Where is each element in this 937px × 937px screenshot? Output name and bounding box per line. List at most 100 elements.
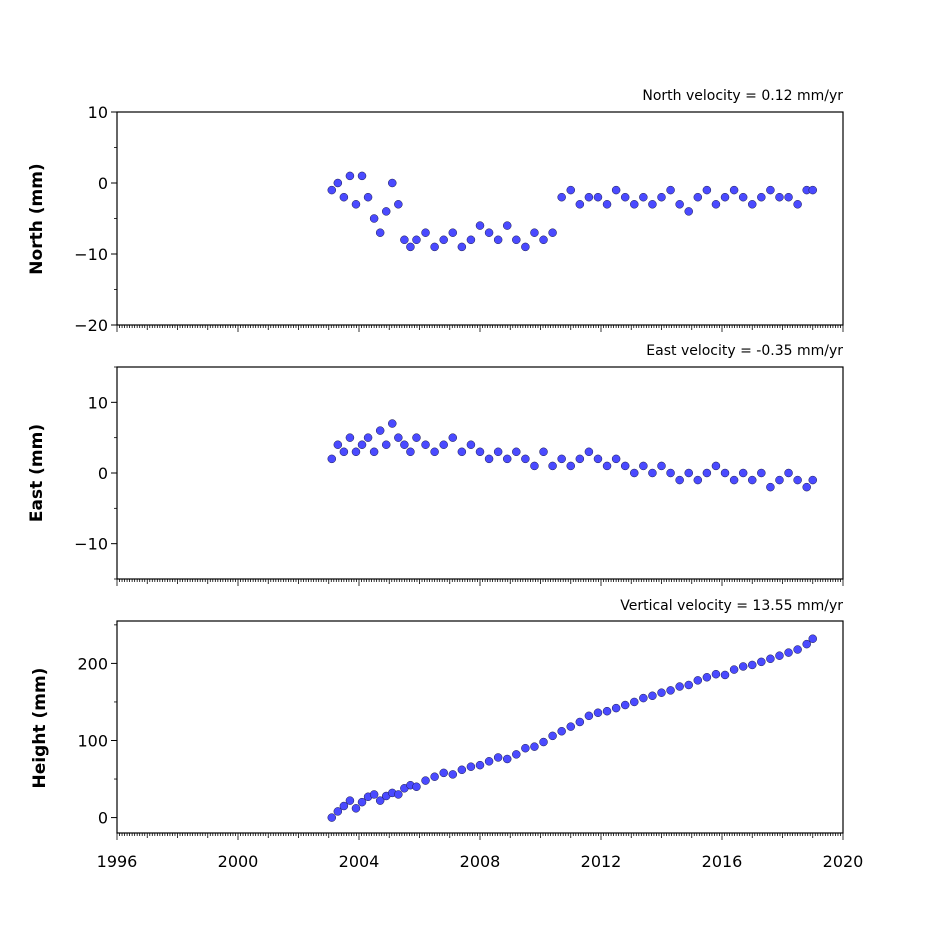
data-point-east xyxy=(521,454,530,464)
y-tick-label-north: 10 xyxy=(88,103,108,122)
data-point-height xyxy=(357,797,367,807)
data-point-height xyxy=(602,706,612,716)
data-point-east xyxy=(548,461,557,471)
x-ticks-north xyxy=(116,325,844,332)
data-point-height xyxy=(369,790,379,799)
data-point-north xyxy=(530,228,539,237)
data-point-height xyxy=(512,750,521,759)
data-point-north xyxy=(648,200,657,209)
y-tick-label-height: 200 xyxy=(77,654,108,673)
data-point-east xyxy=(475,447,485,457)
data-point-east xyxy=(412,433,421,442)
data-point-east xyxy=(648,468,657,478)
data-point-east xyxy=(575,454,585,464)
data-point-north xyxy=(684,207,693,216)
data-point-east xyxy=(720,468,730,478)
data-point-height xyxy=(457,765,467,775)
data-point-north xyxy=(439,235,448,245)
data-point-height xyxy=(333,807,343,816)
data-point-east xyxy=(584,447,594,457)
data-point-north xyxy=(639,192,648,202)
data-point-north xyxy=(406,242,415,252)
data-point-east xyxy=(620,461,630,471)
data-point-east xyxy=(512,447,521,457)
data-point-north xyxy=(808,185,817,195)
data-point-east xyxy=(351,447,361,457)
data-point-north xyxy=(493,235,503,245)
data-point-north xyxy=(738,192,748,202)
data-point-east xyxy=(530,461,539,471)
data-point-height xyxy=(757,657,766,667)
data-point-north xyxy=(345,171,355,181)
data-point-north xyxy=(729,185,739,195)
data-point-height xyxy=(345,796,355,805)
data-point-east xyxy=(630,468,639,478)
y-axis-label-height: Height (mm) xyxy=(30,668,50,789)
data-point-north xyxy=(512,235,521,245)
data-point-height xyxy=(327,813,337,822)
data-point-east xyxy=(327,454,337,464)
y-tick-label-north: −10 xyxy=(74,245,108,264)
data-point-east xyxy=(539,447,548,457)
x-tick-label: 1996 xyxy=(97,852,138,871)
data-point-north xyxy=(412,235,421,245)
data-point-east xyxy=(793,475,802,485)
data-point-east xyxy=(493,447,503,457)
scatter-points-north xyxy=(327,171,817,252)
panel-title-east: East velocity = -0.35 mm/yr xyxy=(646,343,843,359)
data-point-north xyxy=(357,171,367,181)
data-point-height xyxy=(729,665,739,674)
data-point-height xyxy=(684,680,693,690)
data-point-east xyxy=(369,447,379,457)
data-point-north xyxy=(793,200,802,209)
data-point-north xyxy=(375,228,385,237)
x-tick-label: 2016 xyxy=(702,852,743,871)
data-point-north xyxy=(757,192,766,202)
data-point-east xyxy=(566,461,575,471)
data-point-north xyxy=(351,200,361,209)
y-tick-label-east: 0 xyxy=(98,464,108,483)
data-point-height xyxy=(502,754,512,764)
data-point-north xyxy=(620,192,630,202)
data-point-height xyxy=(630,697,639,707)
data-point-east xyxy=(345,433,355,442)
panel-east: East velocity = -0.35 mm/yr East (mm) 10… xyxy=(27,343,844,586)
data-point-height xyxy=(539,737,548,747)
data-point-height xyxy=(439,768,448,778)
data-point-height xyxy=(584,711,594,721)
data-point-height xyxy=(339,801,349,811)
data-point-height xyxy=(351,804,361,813)
y-tick-label-height: 100 xyxy=(77,731,108,750)
data-point-height xyxy=(784,648,793,657)
data-point-height xyxy=(484,757,494,766)
data-point-east xyxy=(430,447,439,457)
x-ticks-height: 1996 2000 2004 2008 2012 2016 2020 xyxy=(97,833,863,871)
data-point-east xyxy=(363,433,373,442)
data-point-east xyxy=(375,426,385,435)
data-point-north xyxy=(381,207,391,216)
data-point-east xyxy=(557,454,566,464)
data-point-east xyxy=(457,447,467,457)
y-tick-label-height: 0 xyxy=(98,809,108,828)
data-point-north xyxy=(369,214,379,223)
data-point-height xyxy=(648,691,657,701)
y-axis-label-east: East (mm) xyxy=(27,424,47,522)
data-point-east xyxy=(381,440,391,449)
data-point-east xyxy=(611,454,621,464)
panel-title-north: North velocity = 0.12 mm/yr xyxy=(642,88,843,104)
data-point-height xyxy=(375,796,385,805)
panel-title-height: Vertical velocity = 13.55 mm/yr xyxy=(620,598,843,614)
data-point-east xyxy=(684,468,693,478)
data-point-height xyxy=(702,673,712,682)
data-point-height xyxy=(530,742,539,751)
data-point-east xyxy=(357,440,367,449)
data-point-north xyxy=(666,185,675,195)
data-point-north xyxy=(557,192,566,202)
data-point-north xyxy=(784,192,793,202)
data-point-north xyxy=(711,200,721,209)
data-point-east xyxy=(394,433,403,442)
y-tick-label-north: 0 xyxy=(98,174,108,193)
data-point-height xyxy=(493,753,503,762)
data-point-north xyxy=(475,221,485,230)
